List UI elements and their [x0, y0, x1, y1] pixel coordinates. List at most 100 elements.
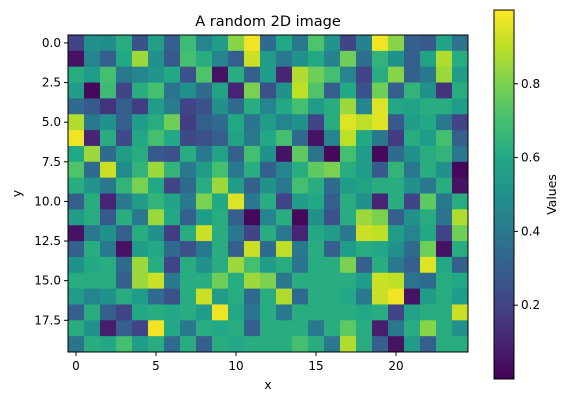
heatmap-cell [164, 209, 181, 226]
heatmap-cell [228, 272, 245, 289]
heatmap-cell [244, 209, 261, 226]
plot-frame [67, 34, 469, 353]
heatmap-cell [180, 161, 197, 179]
heatmap-cell [404, 209, 421, 226]
heatmap-cell [84, 193, 101, 210]
heatmap-cell [180, 272, 197, 289]
heatmap-cell [116, 336, 133, 353]
heatmap-cell [244, 98, 261, 115]
heatmap-cell [260, 35, 277, 52]
heatmap-cell [148, 114, 165, 131]
heatmap-cell [340, 145, 357, 163]
heatmap-cell [212, 66, 229, 83]
heatmap-cells [68, 35, 469, 353]
heatmap-cell [148, 177, 165, 194]
heatmap-cell [388, 82, 405, 99]
heatmap-cell [372, 98, 389, 115]
heatmap-cell [244, 225, 261, 242]
heatmap-cell [292, 66, 309, 83]
heatmap-cell [212, 82, 229, 99]
heatmap-cell [164, 35, 181, 52]
heatmap-cell [276, 225, 293, 242]
heatmap-cell [388, 114, 405, 131]
heatmap-cell [452, 50, 469, 68]
heatmap-cell [180, 98, 197, 115]
heatmap-cell [244, 272, 261, 289]
heatmap-cell [164, 304, 181, 321]
heatmap-cell [228, 50, 245, 68]
heatmap-cell [356, 304, 373, 321]
heatmap-cell [324, 35, 341, 52]
heatmap-cell [420, 256, 437, 274]
heatmap-cell [292, 114, 309, 131]
heatmap-cell [180, 35, 197, 52]
heatmap-cell [356, 288, 373, 305]
heatmap-cell [372, 193, 389, 210]
heatmap-cell [180, 130, 197, 147]
heatmap-cell [212, 35, 229, 52]
heatmap-cell [196, 304, 213, 321]
heatmap-cell [388, 209, 405, 226]
heatmap-cell [68, 66, 85, 83]
y-tick-label: 10.0 [34, 194, 61, 208]
heatmap-cell [436, 98, 453, 115]
heatmap-cell [164, 320, 181, 337]
heatmap-cell [148, 288, 165, 305]
heatmap-cell [356, 145, 373, 163]
heatmap-cell [148, 98, 165, 115]
heatmap-cell [308, 304, 325, 321]
heatmap-cell [452, 193, 469, 210]
heatmap-cell [180, 50, 197, 68]
heatmap-cell [212, 145, 229, 163]
heatmap-cell [100, 304, 117, 321]
heatmap-cell [68, 288, 85, 305]
heatmap-cell [292, 336, 309, 353]
heatmap-cell [180, 336, 197, 353]
heatmap-cell [68, 272, 85, 289]
heatmap-cell [372, 225, 389, 242]
heatmap-cell [228, 82, 245, 99]
heatmap-cell [356, 114, 373, 131]
heatmap-cell [388, 288, 405, 305]
heatmap-cell [244, 320, 261, 337]
heatmap-cell [100, 320, 117, 337]
heatmap-cell [356, 241, 373, 258]
heatmap-cell [180, 256, 197, 274]
heatmap-cell [196, 256, 213, 274]
heatmap-cell [324, 336, 341, 353]
heatmap-cell [276, 288, 293, 305]
heatmap-cell [436, 209, 453, 226]
heatmap-cell [244, 35, 261, 52]
heatmap-cell [340, 320, 357, 337]
heatmap-cell [260, 66, 277, 83]
heatmap-cell [308, 35, 325, 52]
heatmap-cell [196, 272, 213, 289]
y-axis: 0.0 2.5 5.0 7.5 10.0 12.5 15.0 17.5 [34, 36, 68, 327]
heatmap-cell [228, 304, 245, 321]
heatmap-cell [436, 193, 453, 210]
heatmap-cell [84, 336, 101, 353]
heatmap-cell [292, 225, 309, 242]
heatmap-cell [244, 256, 261, 274]
colorbar-tick-label: 0.6 [521, 151, 540, 165]
heatmap-cell [436, 225, 453, 242]
heatmap-cell [148, 82, 165, 99]
heatmap-cell [68, 193, 85, 210]
heatmap-cell [132, 272, 149, 289]
heatmap-cell [244, 82, 261, 99]
heatmap-cell [84, 225, 101, 242]
heatmap-cell [324, 145, 341, 163]
colorbar-tick-label: 0.4 [521, 224, 540, 238]
heatmap-cell [132, 98, 149, 115]
colorbar [493, 9, 515, 380]
heatmap-cell [132, 320, 149, 337]
heatmap-cell [196, 209, 213, 226]
heatmap-cell [420, 98, 437, 115]
heatmap-cell [372, 241, 389, 258]
heatmap-cell [212, 50, 229, 68]
heatmap-cell [132, 256, 149, 274]
heatmap-cell [308, 225, 325, 242]
heatmap-cell [164, 177, 181, 194]
heatmap-cell [436, 66, 453, 83]
heatmap-cell [452, 177, 469, 194]
